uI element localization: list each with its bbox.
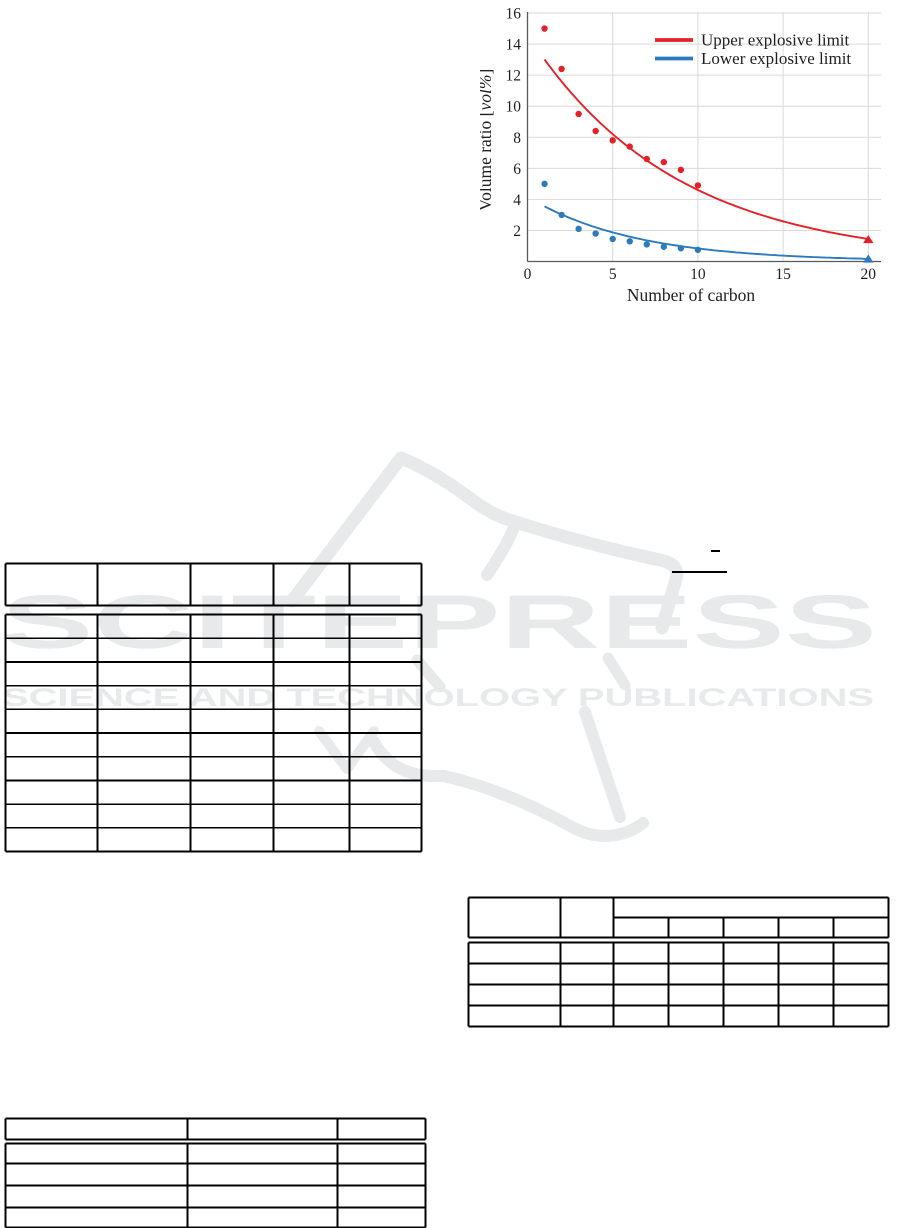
data-point: [643, 241, 650, 248]
data-point: [609, 235, 616, 243]
x-tick-label: 0: [524, 266, 532, 283]
legend-label: Upper explosive limit: [701, 31, 850, 50]
data-point: [609, 137, 616, 144]
x-axis-title: Number of carbon: [627, 285, 756, 305]
y-tick-label: 14: [506, 37, 522, 54]
trend-line: [543, 58, 869, 240]
y-tick-label: 6: [513, 161, 521, 178]
fraction-bar: [672, 571, 727, 573]
data-point: [558, 211, 565, 219]
legend-label: Lower explosive limit: [701, 49, 851, 68]
series-upper: [541, 25, 874, 244]
data-point: [660, 158, 668, 166]
x-tick-label: 10: [690, 266, 706, 283]
data-point: [575, 225, 582, 233]
data-point: [592, 127, 599, 135]
left-data-table: [4, 562, 423, 853]
data-point: [677, 166, 685, 174]
data-point: [626, 143, 633, 150]
y-tick-label: 16: [506, 6, 522, 23]
end-triangle-marker: [863, 254, 874, 263]
data-point: [626, 238, 633, 245]
y-axis-title: Volume ratio [vol%]: [480, 69, 495, 212]
series-lower: [541, 180, 874, 263]
data-point: [592, 230, 599, 237]
data-point: [575, 110, 582, 118]
end-triangle-marker: [863, 234, 874, 244]
data-point: [660, 243, 668, 250]
data-point: [677, 245, 685, 252]
data-point: [558, 65, 565, 73]
bottom-data-table: [4, 1117, 427, 1228]
chart-canvas: 0 5 10 15 20 2 4 6 8 10 12 14 16 Number of carbon Volu…: [475, 6, 881, 305]
watermark-subtitle-text: SCIENCE AND TECHNOLOGY PUBLICATIONS: [2, 684, 874, 712]
y-tick-label: 4: [513, 192, 521, 209]
y-tick-label: 8: [513, 130, 521, 147]
fraction-bar: [711, 550, 720, 552]
data-point: [694, 246, 702, 254]
y-tick-label: 2: [513, 223, 521, 240]
x-tick-label: 20: [861, 266, 877, 283]
y-tick-label: 10: [506, 99, 522, 116]
watermark-brand-text: SCITEPRESS: [1, 580, 877, 665]
chart-tick-labels: 0 5 10 15 20 2 4 6 8 10 12 14 16: [506, 6, 877, 283]
explosive-limit-chart: 0 5 10 15 20 2 4 6 8 10 12 14 16 Number of carbon Volu…: [475, 0, 901, 312]
data-point: [643, 155, 650, 163]
right-data-table: [467, 896, 890, 1028]
x-tick-label: 15: [775, 266, 791, 283]
chart-grid: [527, 12, 881, 262]
x-tick-label: 5: [609, 266, 617, 283]
data-point: [694, 182, 702, 189]
y-tick-label: 12: [506, 68, 522, 85]
data-point: [541, 180, 548, 188]
data-point: [541, 25, 548, 32]
trend-line: [544, 205, 869, 260]
chart-axes: [526, 12, 881, 263]
